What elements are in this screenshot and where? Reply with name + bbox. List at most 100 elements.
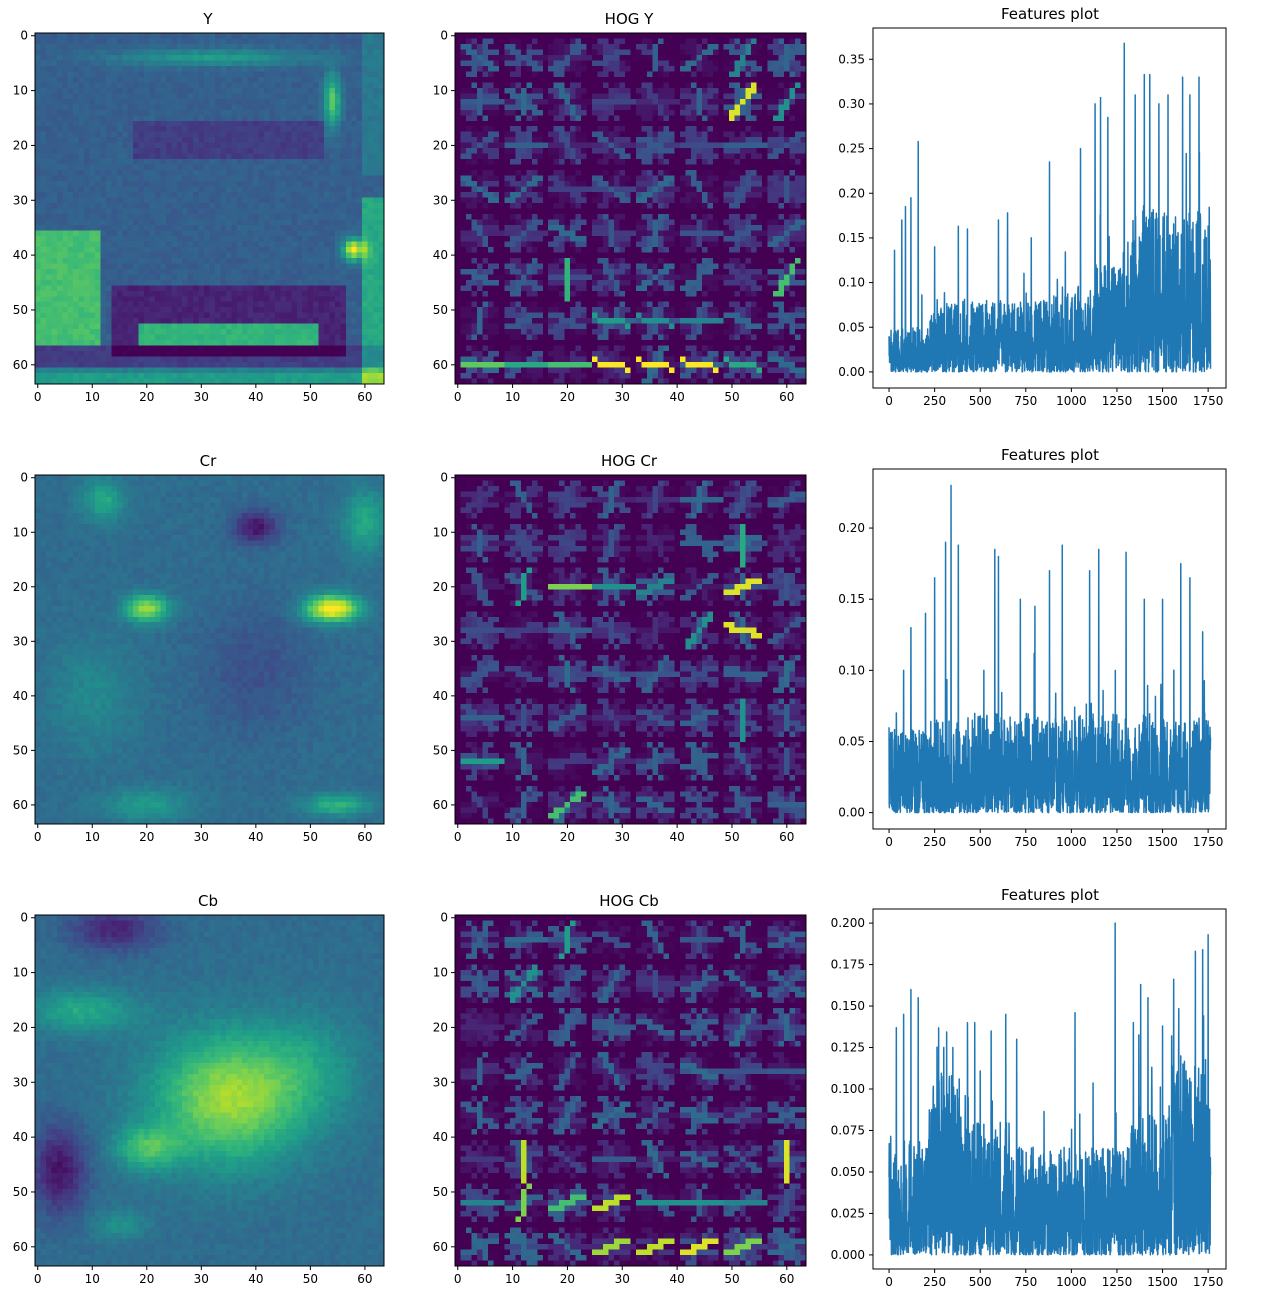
x-tick-label: 50	[724, 390, 739, 404]
panel-features-0: Features plot 0 250 500 750 1000 1250 1500 1750…	[838, 5, 1227, 408]
x-tick-label: 0	[454, 1272, 462, 1286]
x-tick-label: 40	[248, 1272, 263, 1286]
x-tick-label: 1750	[1193, 835, 1224, 849]
y-tick-label: 0.200	[831, 916, 865, 930]
panel-hog-cb: HOG Cb 0 10 20 30 40 50 60 0 10 20 30 40 50 60	[433, 892, 807, 1286]
x-tick-label: 20	[139, 1272, 154, 1286]
y-tick-label: 0.10	[838, 276, 865, 290]
y-tick-label: 0.25	[838, 142, 865, 156]
hog-y-image	[455, 33, 806, 384]
y-tick-label: 10	[13, 966, 28, 980]
x-tick-label: 0	[454, 830, 462, 844]
y-tick-label: 10	[13, 84, 28, 98]
y-tick-label: 60	[433, 1240, 448, 1254]
x-tick-label: 60	[357, 390, 372, 404]
x-tick-label: 10	[85, 1272, 100, 1286]
features-title-1: Features plot	[1001, 446, 1099, 464]
y-tick-label: 40	[433, 689, 448, 703]
y-tick-label: 60	[433, 358, 448, 372]
x-tick-label: 50	[303, 390, 318, 404]
y-tick-label: 10	[433, 84, 448, 98]
features-series-line	[888, 484, 1212, 814]
y-tick-label: 20	[13, 580, 28, 594]
hog-cr-image	[455, 475, 806, 824]
image-title-y: Y	[202, 10, 213, 28]
y-tick-label: 30	[13, 1075, 28, 1089]
x-tick-label: 10	[85, 830, 100, 844]
x-tick-label: 250	[923, 1275, 946, 1289]
y-tick-label: 30	[433, 193, 448, 207]
y-tick-label: 0.075	[831, 1123, 865, 1137]
x-tick-label: 1500	[1147, 835, 1178, 849]
y-tick-label: 20	[13, 1020, 28, 1034]
x-tick-label: 30	[194, 390, 209, 404]
x-tick-label: 30	[615, 390, 630, 404]
x-tick-label: 40	[669, 390, 684, 404]
x-tick-label: 20	[560, 830, 575, 844]
x-tick-label: 40	[248, 830, 263, 844]
x-tick-label: 20	[139, 390, 154, 404]
y-tick-label: 0.30	[838, 97, 865, 111]
y-tick-label: 20	[433, 580, 448, 594]
heatmap-cr-container	[35, 475, 384, 824]
y-tick-label: 0.10	[838, 663, 865, 677]
x-tick-label: 0	[454, 390, 462, 404]
x-tick-label: 60	[779, 830, 794, 844]
y-tick-label: 30	[433, 634, 448, 648]
y-tick-label: 0	[20, 29, 28, 43]
hog-cr-container	[455, 475, 806, 824]
x-tick-label: 60	[357, 830, 372, 844]
y-tick-label: 30	[13, 193, 28, 207]
features-series-line	[888, 922, 1212, 1256]
heatmap-y-container	[35, 33, 384, 384]
heatmap-cr	[35, 475, 384, 824]
panel-features-1: Features plot 0 250 500 750 1000 1250 1500 1750…	[838, 446, 1227, 849]
x-tick-label: 1750	[1193, 394, 1224, 408]
y-tick-label: 50	[13, 303, 28, 317]
y-tick-label: 0.100	[831, 1082, 865, 1096]
y-tick-label: 50	[433, 303, 448, 317]
image-title-cb: Cb	[198, 892, 218, 910]
image-axes-cr: 0 10 20 30 40 50 60 0 10 20 30 40 50 60	[13, 471, 373, 844]
y-tick-label: 0	[440, 911, 448, 925]
y-tick-label: 50	[433, 743, 448, 757]
hog-axes-y: 0 10 20 30 40 50 60 0 10 20 30 40 50 60	[433, 29, 795, 404]
y-tick-label: 10	[433, 525, 448, 539]
image-axes-y: 0 10 20 30 40 50 60 0 10 20 30 40 50 60	[13, 29, 373, 404]
image-title-cr: Cr	[200, 452, 217, 470]
x-tick-label: 1500	[1147, 1275, 1178, 1289]
x-tick-label: 0	[34, 1272, 42, 1286]
x-tick-label: 1000	[1056, 835, 1087, 849]
features-plot-0: 0 250 500 750 1000 1250 1500 1750 0.00 0.05 0.10 0.…	[838, 42, 1224, 408]
y-tick-label: 10	[13, 525, 28, 539]
y-tick-label: 0.20	[838, 521, 865, 535]
x-tick-label: 1250	[1102, 1275, 1133, 1289]
x-tick-label: 60	[779, 390, 794, 404]
x-tick-label: 1250	[1102, 835, 1133, 849]
y-tick-label: 40	[433, 248, 448, 262]
hog-frame-cb	[454, 914, 807, 1267]
x-tick-label: 20	[139, 830, 154, 844]
x-tick-label: 250	[923, 835, 946, 849]
x-tick-label: 60	[357, 1272, 372, 1286]
x-tick-label: 0	[885, 1275, 893, 1289]
y-tick-label: 0.00	[838, 365, 865, 379]
y-tick-label: 50	[13, 1185, 28, 1199]
panel-cr-image: Cr 0 10 20 30 40 50 60 0 10 20 30 40 50 60	[13, 452, 385, 844]
y-tick-label: 0.20	[838, 186, 865, 200]
x-tick-label: 50	[724, 830, 739, 844]
image-axes-cb: 0 10 20 30 40 50 60 0 10 20 30 40 50 60	[13, 911, 373, 1286]
y-tick-label: 30	[433, 1075, 448, 1089]
x-tick-label: 30	[615, 830, 630, 844]
heatmap-cb-container	[35, 915, 384, 1266]
y-tick-label: 0	[20, 471, 28, 485]
hog-axes-cr: 0 10 20 30 40 50 60 0 10 20 30 40 50 60	[433, 471, 795, 844]
y-tick-label: 30	[13, 634, 28, 648]
x-tick-label: 250	[923, 394, 946, 408]
y-tick-label: 10	[433, 966, 448, 980]
hog-frame-y	[454, 32, 807, 385]
x-tick-label: 10	[505, 830, 520, 844]
x-tick-label: 50	[724, 1272, 739, 1286]
y-tick-label: 40	[13, 689, 28, 703]
